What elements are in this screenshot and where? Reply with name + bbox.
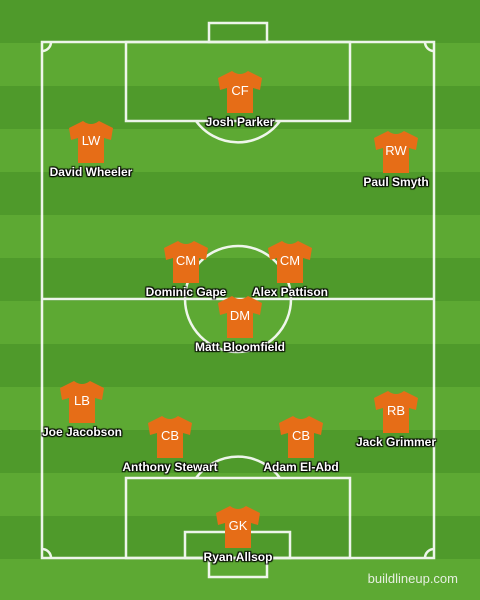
position-label: CB — [160, 428, 180, 443]
corner-arc-top-right — [423, 41, 435, 53]
position-label: RB — [386, 403, 406, 418]
position-label: CF — [231, 83, 249, 98]
player-cb-left[interactable]: CB Anthony Stewart — [100, 413, 240, 474]
bottom-penalty-arc — [194, 455, 282, 479]
shirt-icon: CM — [265, 238, 315, 284]
watermark: buildlineup.com — [367, 571, 458, 586]
player-cb-right[interactable]: CB Adam El-Abd — [231, 413, 371, 474]
player-name: Dominic Gape — [145, 285, 227, 299]
shirt-icon: LW — [66, 118, 116, 164]
player-lw[interactable]: LW David Wheeler — [21, 118, 161, 179]
shirt-icon: CB — [145, 413, 195, 459]
shirt-icon: RB — [371, 388, 421, 434]
position-label: LW — [81, 133, 101, 148]
shirt-icon: CM — [161, 238, 211, 284]
shirt-icon: LB — [57, 378, 107, 424]
position-label: DM — [229, 308, 251, 323]
position-label: CM — [279, 253, 301, 268]
player-name: Matt Bloomfield — [195, 340, 285, 354]
position-label: GK — [228, 518, 248, 533]
player-name: Alex Pattison — [251, 285, 329, 299]
player-rw[interactable]: RW Paul Smyth — [326, 128, 466, 189]
player-name: David Wheeler — [49, 165, 133, 179]
shirt-icon: CF — [215, 68, 265, 114]
player-name: Paul Smyth — [363, 175, 429, 189]
player-name: Ryan Allsop — [203, 550, 273, 564]
corner-arc-bottom-right — [423, 547, 435, 559]
player-dm[interactable]: DM Matt Bloomfield — [170, 293, 310, 354]
position-label: CB — [291, 428, 311, 443]
position-label: LB — [74, 393, 90, 408]
shirt-icon: RW — [371, 128, 421, 174]
corner-arc-top-left — [41, 41, 53, 53]
player-cm-right[interactable]: CM Alex Pattison — [220, 238, 360, 299]
player-name: Joe Jacobson — [41, 425, 123, 439]
player-gk[interactable]: GK Ryan Allsop — [168, 503, 308, 564]
center-circle — [183, 244, 293, 354]
player-name: Adam El-Abd — [263, 460, 339, 474]
player-name: Josh Parker — [205, 115, 275, 129]
shirt-icon: CB — [276, 413, 326, 459]
top-penalty-arc — [194, 120, 282, 144]
player-lb[interactable]: LB Joe Jacobson — [12, 378, 152, 439]
corner-arc-bottom-left — [41, 547, 53, 559]
player-cm-left[interactable]: CM Dominic Gape — [116, 238, 256, 299]
shirt-icon: DM — [215, 293, 265, 339]
position-label: RW — [385, 143, 407, 158]
shirt-icon: GK — [213, 503, 263, 549]
bottom-goal — [207, 556, 269, 579]
player-rb[interactable]: RB Jack Grimmer — [326, 388, 466, 449]
top-goal — [207, 21, 269, 44]
player-name: Jack Grimmer — [355, 435, 437, 449]
player-name: Anthony Stewart — [122, 460, 218, 474]
player-cf[interactable]: CF Josh Parker — [170, 68, 310, 129]
position-label: CM — [175, 253, 197, 268]
